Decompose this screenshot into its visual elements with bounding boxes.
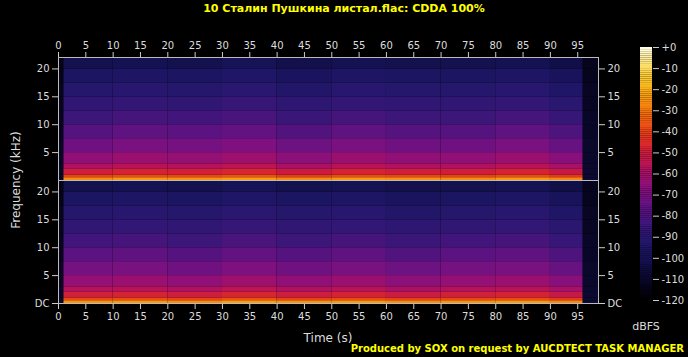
svg-text:20: 20: [37, 63, 50, 74]
svg-text:70: 70: [435, 40, 448, 51]
svg-text:95: 95: [571, 311, 584, 322]
svg-text:5: 5: [83, 40, 89, 51]
svg-text:25: 25: [189, 40, 202, 51]
svg-text:10: 10: [608, 242, 621, 253]
svg-text:15: 15: [134, 311, 147, 322]
svg-text:35: 35: [243, 40, 256, 51]
svg-text:5: 5: [43, 270, 49, 281]
html-text:Produced by SOX on request by: Produced by SOX on request by AUCDTECT T…: [350, 343, 684, 354]
svg-text:-70: -70: [662, 189, 678, 200]
svg-text:90: 90: [544, 311, 557, 322]
svg-text:55: 55: [353, 311, 366, 322]
svg-text:95: 95: [571, 40, 584, 51]
svg-text:-60: -60: [662, 168, 678, 179]
svg-text:40: 40: [271, 311, 284, 322]
svg-text:75: 75: [462, 40, 475, 51]
svg-text:50: 50: [325, 40, 338, 51]
svg-text:DC: DC: [35, 298, 50, 309]
svg-text:0: 0: [55, 40, 61, 51]
svg-text:10: 10: [107, 40, 120, 51]
svg-text:10: 10: [608, 119, 621, 130]
svg-text:70: 70: [435, 311, 448, 322]
svg-text:35: 35: [243, 311, 256, 322]
svg-text:-90: -90: [662, 231, 678, 242]
svg-text:-100: -100: [662, 253, 685, 264]
svg-text:-50: -50: [662, 147, 678, 158]
svg-text:+0: +0: [662, 42, 677, 53]
svg-text:40: 40: [271, 40, 284, 51]
svg-text:85: 85: [517, 311, 530, 322]
svg-text:20: 20: [37, 186, 50, 197]
svg-text:20: 20: [161, 311, 174, 322]
svg-text:20: 20: [161, 40, 174, 51]
svg-text:65: 65: [407, 311, 420, 322]
html-text:Time (s): Time (s): [303, 331, 353, 345]
svg-text:60: 60: [380, 40, 393, 51]
svg-text:5: 5: [43, 147, 49, 158]
html-text:Frequency (kHz): Frequency (kHz): [9, 131, 23, 229]
html-text:dBFS: dBFS: [632, 320, 660, 333]
svg-text:55: 55: [353, 40, 366, 51]
svg-text:15: 15: [37, 91, 50, 102]
svg-text:DC: DC: [608, 298, 623, 309]
svg-text:-80: -80: [662, 210, 678, 221]
html-text:10 Сталин Пушкина листал.flac:: 10 Сталин Пушкина листал.flac: CDDA 100%: [203, 2, 485, 15]
svg-text:25: 25: [189, 311, 202, 322]
svg-text:10: 10: [37, 119, 50, 130]
svg-text:90: 90: [544, 40, 557, 51]
svg-text:-110: -110: [662, 274, 685, 285]
svg-text:-40: -40: [662, 126, 678, 137]
svg-text:5: 5: [608, 270, 614, 281]
svg-text:15: 15: [608, 214, 621, 225]
svg-text:-20: -20: [662, 84, 678, 95]
svg-text:5: 5: [83, 311, 89, 322]
svg-text:85: 85: [517, 40, 530, 51]
svg-text:10: 10: [107, 311, 120, 322]
svg-text:-30: -30: [662, 105, 678, 116]
svg-text:5: 5: [608, 147, 614, 158]
svg-text:30: 30: [216, 311, 229, 322]
svg-text:50: 50: [325, 311, 338, 322]
svg-text:30: 30: [216, 40, 229, 51]
svg-text:15: 15: [37, 214, 50, 225]
svg-text:15: 15: [134, 40, 147, 51]
svg-text:45: 45: [298, 40, 311, 51]
svg-text:45: 45: [298, 311, 311, 322]
svg-text:-10: -10: [662, 63, 678, 74]
svg-text:60: 60: [380, 311, 393, 322]
svg-text:80: 80: [489, 311, 502, 322]
svg-text:80: 80: [489, 40, 502, 51]
svg-text:20: 20: [608, 186, 621, 197]
svg-text:15: 15: [608, 91, 621, 102]
svg-text:0: 0: [55, 311, 61, 322]
svg-text:65: 65: [407, 40, 420, 51]
svg-text:75: 75: [462, 311, 475, 322]
svg-text:-120: -120: [662, 295, 685, 306]
svg-text:10: 10: [37, 242, 50, 253]
svg-text:20: 20: [608, 63, 621, 74]
